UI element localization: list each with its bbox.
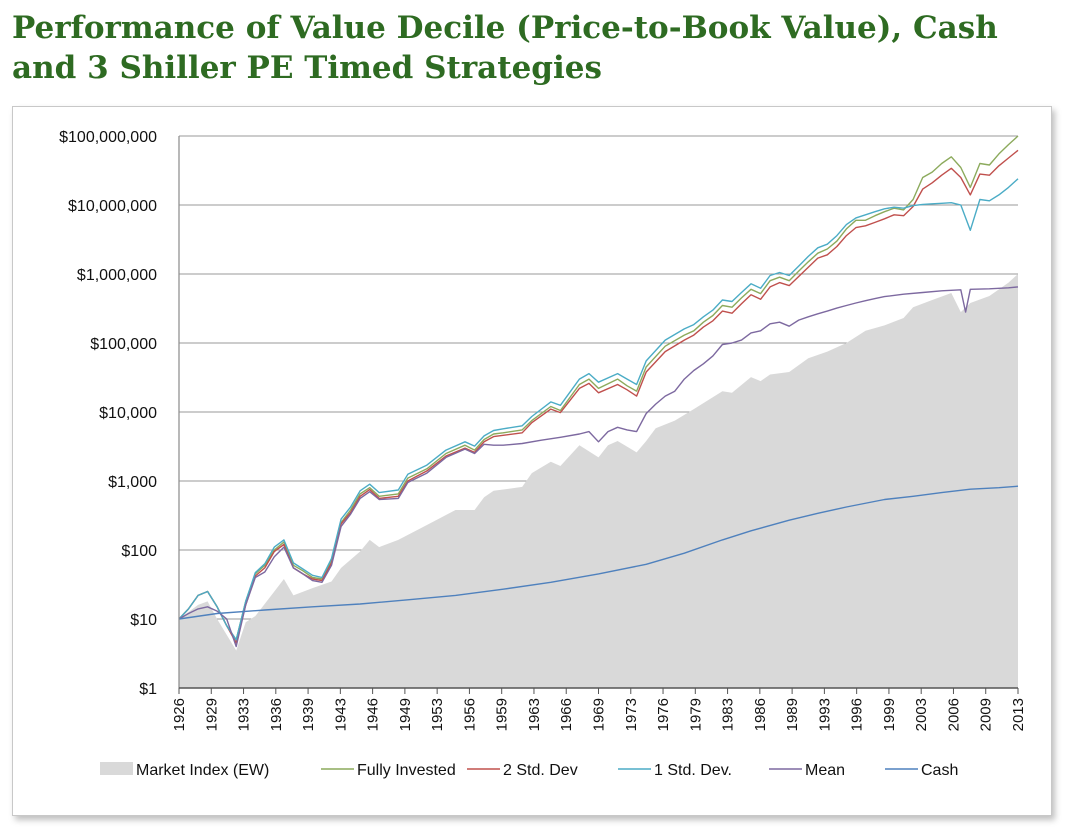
series-lines-layer: [178, 135, 1019, 648]
x-tick-label: 2003: [913, 698, 930, 731]
x-tick-label: 1996: [849, 698, 866, 731]
page-title-line-2: and 3 Shiller PE Timed Strategies: [12, 50, 602, 86]
series-line-std1: [178, 178, 1019, 641]
x-tick-label: 1926: [171, 698, 188, 731]
chart: $100,000,000 $10,000,000 $1,000,000 $100,00…: [59, 129, 1027, 779]
x-tick-labels: 1926 1929 1933 1936 1939 1943 1946 1949 1953 1956…: [171, 698, 1027, 731]
y-tick-label: $100: [121, 543, 157, 560]
y-tick-label: $1: [139, 681, 157, 698]
legend-label-std1: 1 Std. Dev.: [654, 762, 732, 779]
legend: Market Index (EW) Fully Invested 2 Std. De…: [100, 762, 958, 779]
y-tick-label: $10,000,000: [68, 198, 157, 215]
x-tick-label: 1999: [881, 698, 898, 731]
x-tick-label: 1939: [300, 698, 317, 731]
legend-label-std2: 2 Std. Dev: [503, 762, 578, 779]
x-tick-label: 1983: [720, 698, 737, 731]
x-tick-label: 1989: [784, 698, 801, 731]
x-tick-label: 2013: [1010, 698, 1027, 731]
series-line-cash: [178, 485, 1019, 620]
x-tick-label: 1953: [429, 698, 446, 731]
legend-label-market: Market Index (EW): [136, 762, 269, 779]
legend-swatch-market: [100, 762, 133, 775]
series-line-fully: [178, 135, 1019, 641]
y-tick-label: $100,000,000: [59, 129, 157, 146]
axes: [178, 136, 1019, 694]
x-tick-label: 2009: [978, 698, 995, 731]
y-tick-label: $10: [130, 612, 157, 629]
x-tick-label: 1936: [268, 698, 285, 731]
series-line-mean: [178, 286, 1019, 648]
legend-label-cash: Cash: [921, 762, 958, 779]
x-tick-label: 2006: [945, 698, 962, 731]
x-tick-label: 1973: [623, 698, 640, 731]
page-title: Performance of Value Decile (Price-to-Bo…: [12, 8, 1052, 88]
y-tick-label: $1,000: [108, 474, 157, 491]
y-tick-label: $1,000,000: [77, 267, 157, 284]
y-tick-label: $100,000: [90, 336, 157, 353]
x-tick-label: 1993: [816, 698, 833, 731]
series-area-market: [179, 274, 1018, 688]
x-tick-label: 1959: [494, 698, 511, 731]
x-tick-label: 1929: [203, 698, 220, 731]
x-tick-label: 1966: [558, 698, 575, 731]
chart-frame: $100,000,000 $10,000,000 $1,000,000 $100,00…: [12, 106, 1052, 816]
x-tick-label: 1986: [752, 698, 769, 731]
x-tick-label: 1976: [655, 698, 672, 731]
x-tick-label: 1949: [397, 698, 414, 731]
y-tick-labels: $100,000,000 $10,000,000 $1,000,000 $100,00…: [59, 129, 157, 698]
market-area-layer: [179, 274, 1018, 688]
x-tick-label: 1979: [687, 698, 704, 731]
x-tick-label: 1969: [591, 698, 608, 731]
x-tick-label: 1946: [365, 698, 382, 731]
x-tick-label: 1933: [236, 698, 253, 731]
page-title-line-1: Performance of Value Decile (Price-to-Bo…: [12, 10, 998, 46]
x-tick-label: 1956: [461, 698, 478, 731]
x-tick-label: 1943: [332, 698, 349, 731]
legend-label-mean: Mean: [805, 762, 845, 779]
legend-label-fully: Fully Invested: [357, 762, 456, 779]
x-tick-label: 1963: [526, 698, 543, 731]
y-tick-label: $10,000: [99, 405, 157, 422]
